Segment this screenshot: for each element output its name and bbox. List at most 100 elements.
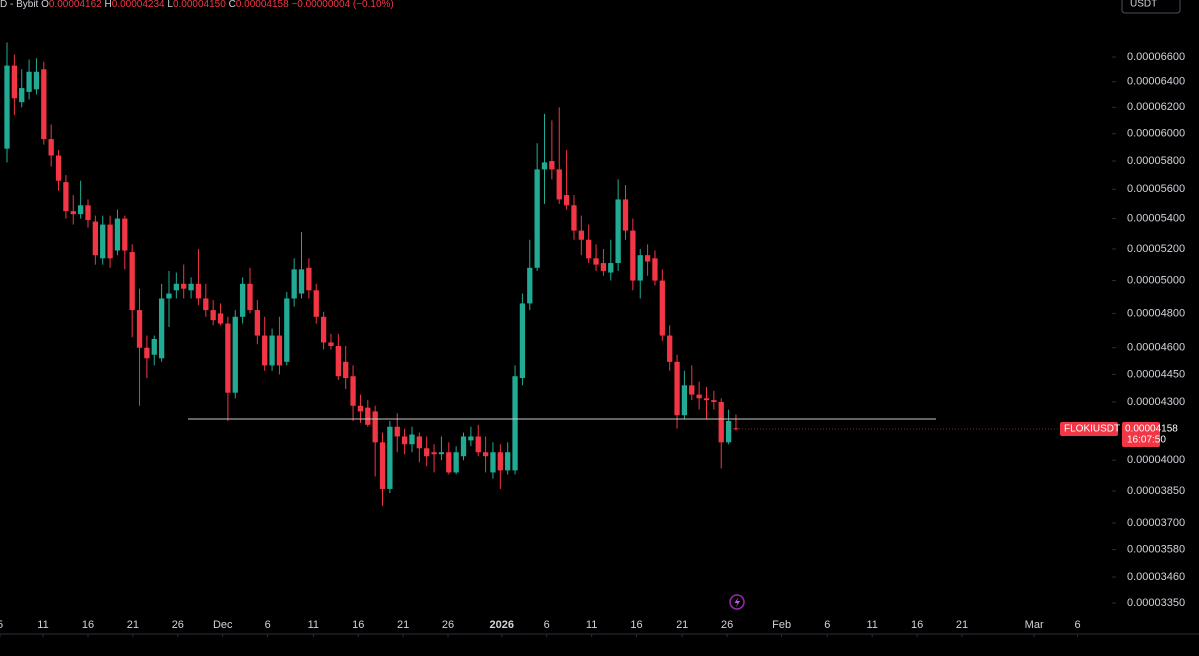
candle-body: [622, 199, 629, 231]
candle-body: [11, 65, 18, 99]
y-tick-label: 0.00004600: [1127, 342, 1185, 354]
candle-body: [401, 436, 408, 445]
open-value: 0.00004162: [49, 0, 102, 10]
y-tick-label: 0.00006000: [1127, 128, 1185, 140]
currency-button[interactable]: [1121, 0, 1181, 14]
x-tick-label: 21: [956, 619, 968, 631]
candle-body: [505, 452, 511, 471]
x-tick-label: 11: [866, 619, 877, 631]
candle-body: [563, 195, 570, 206]
candle-body: [497, 452, 503, 471]
candle-body: [63, 182, 69, 212]
candle-body: [667, 335, 673, 362]
candle-body: [372, 411, 378, 443]
x-tick-label: 16: [82, 619, 94, 631]
x-tick-label: 6: [824, 619, 830, 631]
candle-body: [188, 283, 194, 291]
candle-body: [438, 452, 445, 455]
y-tick-label: 0.00005400: [1127, 212, 1185, 224]
candle-body: [136, 310, 143, 348]
candle-body: [254, 310, 260, 336]
candle-body: [298, 269, 305, 294]
candle-body: [335, 345, 341, 377]
alert-icon-bolt: [734, 597, 740, 608]
x-tick-label: Dec: [213, 619, 233, 631]
y-tick-label: 0.00003580: [1127, 543, 1185, 555]
currency-label[interactable]: USDT: [1130, 0, 1157, 10]
close-label: C: [229, 0, 236, 10]
x-tick-label: 16: [911, 619, 923, 631]
candle-body: [306, 267, 312, 291]
candle-body: [615, 199, 621, 264]
candle-body: [689, 385, 695, 395]
symbol: D - Bybit: [0, 0, 39, 10]
candle-body: [733, 428, 739, 430]
candle-body: [703, 398, 710, 401]
x-tick-label: 11: [308, 619, 319, 631]
price-tag: [1122, 422, 1160, 448]
candle-body: [195, 283, 202, 299]
candle-body: [239, 283, 246, 317]
x-tick-label: 2026: [490, 619, 514, 631]
candle-body: [276, 335, 283, 366]
candle-body: [519, 303, 526, 379]
candle-body: [173, 283, 179, 291]
change-value: −0.00000004 (−0.10%): [291, 0, 393, 10]
candle-body: [247, 283, 253, 311]
x-tick-label: 6: [1075, 619, 1081, 631]
alert-icon[interactable]: [729, 594, 745, 610]
candle-body: [100, 224, 106, 259]
candle-body: [107, 224, 113, 259]
candle-body: [343, 361, 349, 379]
candle-body: [320, 316, 327, 343]
candle-body: [41, 69, 47, 140]
y-tick-label: 0.00004300: [1127, 396, 1185, 408]
x-tick-label: 21: [676, 619, 688, 631]
candle-body: [549, 161, 555, 170]
symbol-tag: [1060, 422, 1118, 437]
candle-body: [217, 313, 224, 324]
high-label: H: [105, 0, 112, 10]
candle-body: [26, 71, 32, 92]
symbol-tag-label: FLOKIUSDT: [1064, 424, 1120, 435]
x-tick-label: Mar: [1025, 619, 1044, 631]
candle-body: [431, 452, 437, 455]
y-tick-label: 0.00005600: [1127, 183, 1185, 195]
plot-area: [4, 42, 1110, 506]
y-tick-label: 0.00003850: [1127, 485, 1185, 497]
candle-body: [365, 407, 371, 425]
candle-body: [453, 452, 459, 473]
low-value: 0.00004150: [173, 0, 226, 10]
x-tick-label: 5: [0, 619, 3, 631]
candle-body: [92, 221, 99, 256]
candle-body: [291, 269, 297, 299]
candle-body: [379, 442, 386, 489]
x-tick-label: 11: [586, 619, 597, 631]
y-tick-label: 0.00004000: [1127, 454, 1185, 466]
low-label: L: [167, 0, 173, 10]
y-tick-label: 0.00006200: [1127, 101, 1185, 113]
candle-body: [674, 361, 680, 416]
candle-body: [416, 436, 422, 449]
candle-body: [725, 420, 732, 443]
candle-body: [593, 258, 599, 265]
y-tick-label: 0.00005800: [1127, 155, 1185, 167]
y-tick-label: 0.00006400: [1127, 76, 1185, 88]
candle-body: [350, 376, 356, 406]
y-tick-label: 0.00005000: [1127, 274, 1185, 286]
candle-body: [659, 280, 665, 336]
candle-body: [19, 88, 25, 103]
x-tick-label: 11: [37, 619, 48, 631]
candle-body: [424, 448, 430, 457]
candle-body: [85, 205, 91, 221]
candle-body: [512, 376, 518, 471]
close-value: 0.00004158: [236, 0, 289, 10]
candle-body: [328, 342, 334, 346]
candle-body: [630, 230, 636, 281]
candle-body: [357, 405, 364, 412]
high-value: 0.00004234: [112, 0, 165, 10]
x-tick-label: 26: [721, 619, 733, 631]
candle-body: [166, 293, 172, 299]
